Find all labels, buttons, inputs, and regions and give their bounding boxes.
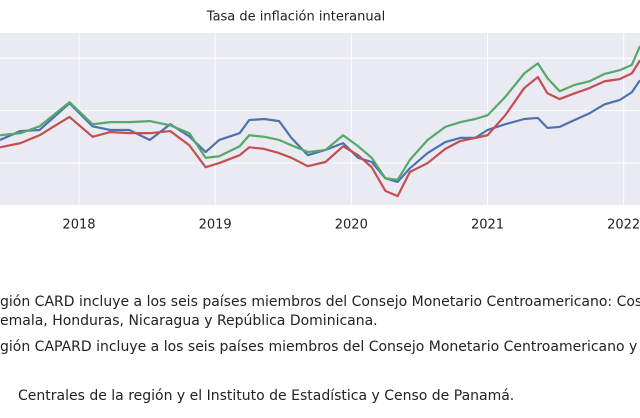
x-tick-label: 2018 (62, 218, 95, 233)
x-tick-label: 2019 (199, 218, 232, 233)
chart-title: Tasa de inflación interanual (206, 10, 385, 25)
x-tick-label: 2022 (607, 218, 640, 233)
note: emala, Honduras, Nicaragua y República D… (0, 313, 378, 329)
series-line (0, 45, 640, 181)
x-tick-label: 2021 (471, 218, 504, 233)
series-line (0, 59, 640, 198)
note: gión CAPARD incluye a los seis países mi… (0, 339, 640, 355)
plot-area (0, 33, 640, 205)
note: Centrales de la región y el Instituto de… (18, 388, 514, 404)
note: gión CARD incluye a los seis países miem… (0, 294, 640, 310)
series-line (0, 79, 640, 184)
x-tick-label: 2020 (335, 218, 368, 233)
